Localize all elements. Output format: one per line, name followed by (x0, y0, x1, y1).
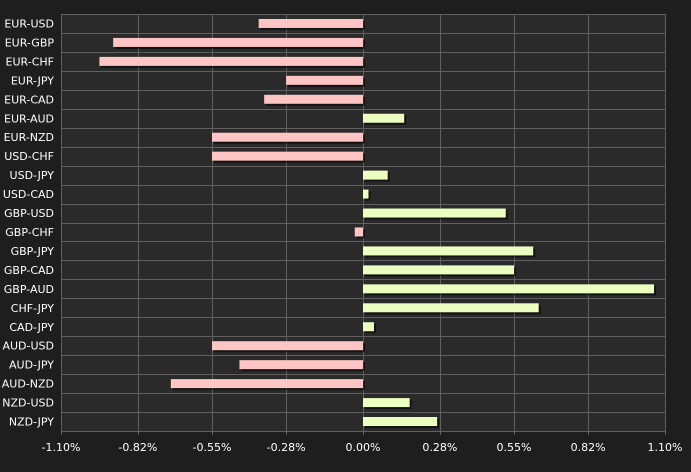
x-tick-labels: -1.10% -0.82% -0.55% -0.28% 0.00% 0.28% 0.55% 0… (42, 441, 683, 454)
x-tick-label: 0.00% (346, 441, 381, 454)
bar-eur-jpy (286, 75, 363, 85)
x-tick-label: -0.82% (118, 441, 157, 454)
x-tick-label: 0.82% (571, 441, 606, 454)
category-label: GBP-CAD (4, 264, 54, 277)
bar-eur-nzd (212, 132, 363, 142)
category-label: AUD-NZD (2, 378, 54, 391)
bars-group (99, 18, 657, 429)
category-label: CHF-JPY (11, 302, 54, 315)
category-label: USD-CAD (3, 188, 54, 201)
x-tick-label: -1.10% (42, 441, 81, 454)
bar-nzd-jpy (363, 417, 438, 427)
bar-gbp-jpy (363, 246, 534, 256)
x-tick-label: -0.55% (193, 441, 232, 454)
bar-usd-cad (363, 189, 369, 199)
category-label: EUR-GBP (5, 36, 55, 49)
bar-usd-jpy (363, 170, 388, 180)
category-label: AUD-JPY (9, 359, 54, 372)
category-label: USD-JPY (10, 169, 55, 182)
bar-gbp-chf (354, 227, 363, 237)
category-label: USD-CHF (4, 150, 54, 163)
bar-nzd-usd (363, 398, 410, 408)
x-tick-label: -0.28% (267, 441, 306, 454)
bar-eur-gbp (113, 37, 363, 47)
category-label: EUR-JPY (11, 74, 54, 87)
category-label: AUD-USD (2, 340, 54, 353)
bar-aud-jpy (239, 360, 363, 370)
bar-gbp-aud (363, 284, 655, 294)
bar-gbp-usd (363, 208, 506, 218)
category-labels: EUR-USD EUR-GBP EUR-CHF EUR-JPY EUR-CAD EUR-A… (2, 17, 55, 428)
x-tick-label: 1.10% (648, 441, 683, 454)
category-label: GBP-AUD (4, 283, 54, 296)
category-label: EUR-AUD (4, 112, 54, 125)
category-label: NZD-USD (2, 397, 54, 410)
category-label: EUR-CHF (6, 55, 54, 68)
x-tick-label: 0.28% (422, 441, 457, 454)
bar-eur-chf (99, 56, 363, 66)
bar-usd-chf (212, 151, 363, 161)
category-label: CAD-JPY (9, 321, 54, 334)
category-label: EUR-NZD (4, 131, 54, 144)
x-tick-label: 0.55% (497, 441, 532, 454)
bar-aud-usd (212, 341, 363, 351)
bar-eur-cad (264, 94, 363, 104)
category-label: NZD-JPY (9, 416, 54, 429)
bar-cad-jpy (363, 322, 374, 332)
bar-aud-nzd (170, 379, 363, 389)
bar-eur-usd (258, 18, 363, 28)
category-label: GBP-USD (4, 207, 54, 220)
bar-chf-jpy (363, 303, 539, 313)
bar-eur-aud (363, 113, 405, 123)
bar-gbp-cad (363, 265, 514, 275)
grid-lines (61, 14, 666, 435)
category-label: EUR-USD (4, 17, 54, 30)
category-label: EUR-CAD (4, 93, 54, 106)
category-label: GBP-CHF (5, 226, 54, 239)
category-label: GBP-JPY (11, 245, 55, 258)
